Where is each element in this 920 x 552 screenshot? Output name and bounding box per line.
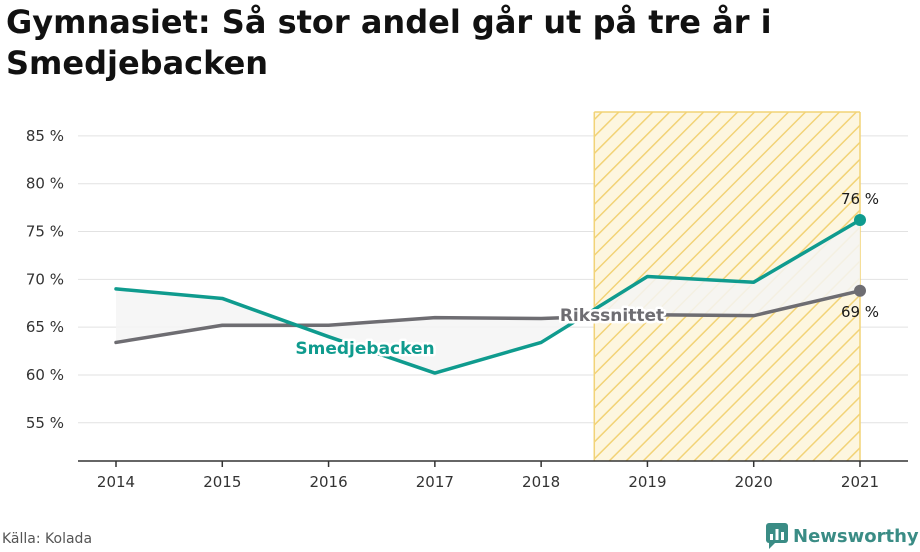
y-tick-label: 60 % [26, 366, 64, 384]
rikssnittet-end-point [854, 284, 866, 297]
rikssnittet-series-label: Rikssnittet [560, 306, 664, 326]
x-tick-label: 2017 [416, 473, 454, 491]
brand-logo: Newsworthy [766, 521, 919, 551]
brand-name: Newsworthy [793, 525, 919, 547]
smedjebacken-series-label: Smedjebacken [295, 339, 434, 359]
chart-title: Gymnasiet: Så stor andel går ut på tre å… [6, 3, 772, 82]
x-tick-label: 2015 [203, 473, 241, 491]
difference-fill [116, 220, 860, 374]
smedjebacken-series-label-halo: Smedjebacken [295, 339, 434, 359]
y-tick-label: 75 % [26, 223, 64, 241]
source-note: Källa: Kolada [2, 531, 93, 547]
logo-bar-1 [770, 534, 773, 540]
x-tick-label: 2014 [97, 473, 135, 491]
logo-bar-2 [775, 529, 779, 540]
y-tick-label: 80 % [26, 175, 64, 193]
data-labels: 76 %69 %SmedjebackenSmedjebackenRikssnit… [293, 190, 879, 361]
series-lines [114, 218, 862, 375]
x-tick-label: 2016 [309, 473, 347, 491]
smedjebacken-line [114, 218, 862, 375]
y-tick-label: 65 % [26, 318, 64, 336]
y-tick-label: 55 % [26, 414, 64, 432]
end-points [854, 214, 866, 297]
rikssnittet-end-label: 69 % [841, 303, 879, 321]
smedjebacken-end-label: 76 % [841, 190, 879, 208]
logo-tail [769, 542, 776, 549]
rikssnittet-series-label-halo: Rikssnittet [560, 306, 664, 326]
y-tick-label: 85 % [26, 127, 64, 145]
newsworthy-logo-icon [766, 523, 788, 549]
y-tick-label: 70 % [26, 270, 64, 288]
x-tick-label: 2019 [628, 473, 666, 491]
logo-bar-3 [781, 532, 784, 540]
rikssnittet-line [114, 289, 862, 345]
smedjebacken-end-point [854, 214, 866, 227]
x-tick-label: 2018 [522, 473, 560, 491]
axes: 55 % 60 % 65 % 70 % 75 % 80 % 85 % 2014 2015 2016… [26, 127, 908, 491]
x-tick-label: 2020 [735, 473, 773, 491]
difference-area [116, 220, 860, 374]
x-tick-label: 2021 [841, 473, 879, 491]
